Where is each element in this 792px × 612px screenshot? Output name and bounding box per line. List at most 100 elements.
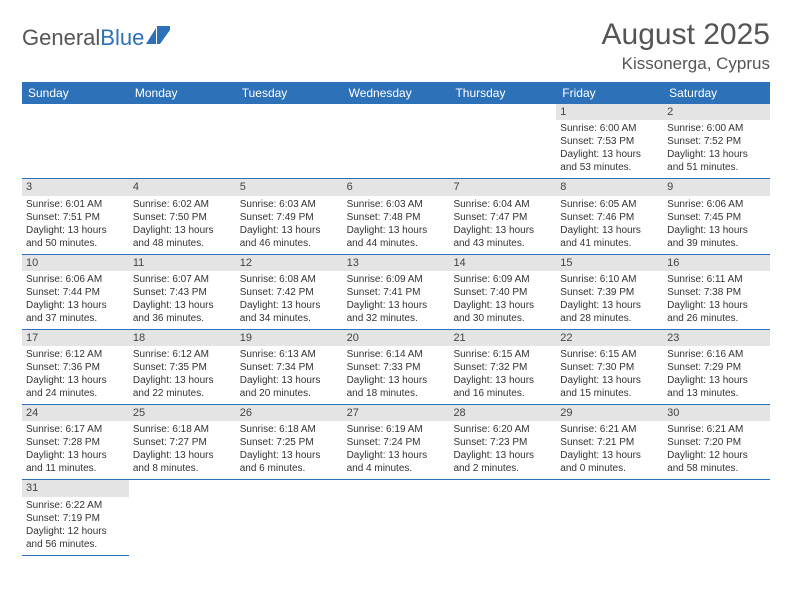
header: GeneralBlue August 2025 Kissonerga, Cypr… [22,18,770,74]
sunset-line: Sunset: 7:35 PM [133,361,232,374]
daylight-line: Daylight: 13 hours and 11 minutes. [26,449,125,475]
day-cell: 4Sunrise: 6:02 AMSunset: 7:50 PMDaylight… [129,179,236,254]
sunset-line: Sunset: 7:39 PM [560,286,659,299]
daylight-line: Daylight: 13 hours and 26 minutes. [667,299,766,325]
sunrise-line: Sunrise: 6:11 AM [667,273,766,286]
day-cell: 22Sunrise: 6:15 AMSunset: 7:30 PMDayligh… [556,330,663,405]
sunset-line: Sunset: 7:24 PM [347,436,446,449]
sunset-line: Sunset: 7:34 PM [240,361,339,374]
day-cell: 2Sunrise: 6:00 AMSunset: 7:52 PMDaylight… [663,104,770,179]
sunrise-line: Sunrise: 6:08 AM [240,273,339,286]
sunset-line: Sunset: 7:33 PM [347,361,446,374]
sunset-line: Sunset: 7:47 PM [453,211,552,224]
sunrise-line: Sunrise: 6:12 AM [26,348,125,361]
day-cell: 6Sunrise: 6:03 AMSunset: 7:48 PMDaylight… [343,179,450,254]
sunset-line: Sunset: 7:32 PM [453,361,552,374]
daylight-line: Daylight: 13 hours and 48 minutes. [133,224,232,250]
sunset-line: Sunset: 7:45 PM [667,211,766,224]
day-number: 10 [22,255,129,271]
daylight-line: Daylight: 13 hours and 50 minutes. [26,224,125,250]
daylight-line: Daylight: 13 hours and 32 minutes. [347,299,446,325]
sunrise-line: Sunrise: 6:02 AM [133,198,232,211]
sunset-line: Sunset: 7:48 PM [347,211,446,224]
sunrise-line: Sunrise: 6:03 AM [240,198,339,211]
sunset-line: Sunset: 7:51 PM [26,211,125,224]
sunrise-line: Sunrise: 6:04 AM [453,198,552,211]
day-number: 21 [449,330,556,346]
sunrise-line: Sunrise: 6:00 AM [667,122,766,135]
weekday-header: Thursday [449,82,556,104]
daylight-line: Daylight: 13 hours and 36 minutes. [133,299,232,325]
day-number: 7 [449,179,556,195]
sunrise-line: Sunrise: 6:18 AM [240,423,339,436]
day-cell: 18Sunrise: 6:12 AMSunset: 7:35 PMDayligh… [129,330,236,405]
sunset-line: Sunset: 7:44 PM [26,286,125,299]
sunset-line: Sunset: 7:28 PM [26,436,125,449]
day-number: 24 [22,405,129,421]
daylight-line: Daylight: 13 hours and 39 minutes. [667,224,766,250]
sunset-line: Sunset: 7:30 PM [560,361,659,374]
sunset-line: Sunset: 7:49 PM [240,211,339,224]
sunset-line: Sunset: 7:52 PM [667,135,766,148]
day-cell: 8Sunrise: 6:05 AMSunset: 7:46 PMDaylight… [556,179,663,254]
sunrise-line: Sunrise: 6:21 AM [667,423,766,436]
empty-cell [663,480,770,555]
day-cell: 28Sunrise: 6:20 AMSunset: 7:23 PMDayligh… [449,405,556,480]
daylight-line: Daylight: 13 hours and 53 minutes. [560,148,659,174]
day-number: 20 [343,330,450,346]
day-cell: 21Sunrise: 6:15 AMSunset: 7:32 PMDayligh… [449,330,556,405]
day-cell: 20Sunrise: 6:14 AMSunset: 7:33 PMDayligh… [343,330,450,405]
empty-cell [449,480,556,555]
daylight-line: Daylight: 13 hours and 51 minutes. [667,148,766,174]
sunrise-line: Sunrise: 6:21 AM [560,423,659,436]
day-cell: 14Sunrise: 6:09 AMSunset: 7:40 PMDayligh… [449,255,556,330]
calendar-grid: SundayMondayTuesdayWednesdayThursdayFrid… [22,82,770,556]
day-cell: 23Sunrise: 6:16 AMSunset: 7:29 PMDayligh… [663,330,770,405]
day-number: 16 [663,255,770,271]
day-number: 9 [663,179,770,195]
day-number: 19 [236,330,343,346]
sunset-line: Sunset: 7:42 PM [240,286,339,299]
sunset-line: Sunset: 7:53 PM [560,135,659,148]
daylight-line: Daylight: 13 hours and 22 minutes. [133,374,232,400]
empty-cell [22,104,129,179]
empty-cell [449,104,556,179]
day-cell: 7Sunrise: 6:04 AMSunset: 7:47 PMDaylight… [449,179,556,254]
daylight-line: Daylight: 13 hours and 37 minutes. [26,299,125,325]
daylight-line: Daylight: 13 hours and 6 minutes. [240,449,339,475]
day-cell: 10Sunrise: 6:06 AMSunset: 7:44 PMDayligh… [22,255,129,330]
sunrise-line: Sunrise: 6:22 AM [26,499,125,512]
weekday-header: Tuesday [236,82,343,104]
sunrise-line: Sunrise: 6:15 AM [453,348,552,361]
sunset-line: Sunset: 7:29 PM [667,361,766,374]
empty-cell [236,104,343,179]
day-number: 13 [343,255,450,271]
logo-text-general: General [22,25,100,51]
sunrise-line: Sunrise: 6:03 AM [347,198,446,211]
sunrise-line: Sunrise: 6:19 AM [347,423,446,436]
daylight-line: Daylight: 12 hours and 58 minutes. [667,449,766,475]
daylight-line: Daylight: 13 hours and 46 minutes. [240,224,339,250]
daylight-line: Daylight: 13 hours and 28 minutes. [560,299,659,325]
sunrise-line: Sunrise: 6:12 AM [133,348,232,361]
sunset-line: Sunset: 7:36 PM [26,361,125,374]
flag-icon [146,24,172,50]
day-cell: 19Sunrise: 6:13 AMSunset: 7:34 PMDayligh… [236,330,343,405]
day-cell: 25Sunrise: 6:18 AMSunset: 7:27 PMDayligh… [129,405,236,480]
daylight-line: Daylight: 13 hours and 34 minutes. [240,299,339,325]
sunrise-line: Sunrise: 6:13 AM [240,348,339,361]
day-number: 15 [556,255,663,271]
day-number: 26 [236,405,343,421]
daylight-line: Daylight: 13 hours and 4 minutes. [347,449,446,475]
day-number: 3 [22,179,129,195]
day-cell: 15Sunrise: 6:10 AMSunset: 7:39 PMDayligh… [556,255,663,330]
day-number: 17 [22,330,129,346]
day-cell: 27Sunrise: 6:19 AMSunset: 7:24 PMDayligh… [343,405,450,480]
daylight-line: Daylight: 13 hours and 13 minutes. [667,374,766,400]
day-cell: 12Sunrise: 6:08 AMSunset: 7:42 PMDayligh… [236,255,343,330]
sunset-line: Sunset: 7:40 PM [453,286,552,299]
sunset-line: Sunset: 7:27 PM [133,436,232,449]
weekday-header: Saturday [663,82,770,104]
logo: GeneralBlue [22,24,172,52]
daylight-line: Daylight: 13 hours and 30 minutes. [453,299,552,325]
